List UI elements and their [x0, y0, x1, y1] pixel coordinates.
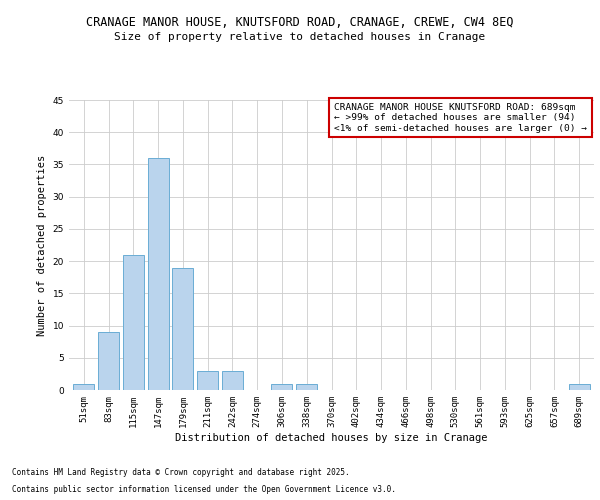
Bar: [222, 370, 243, 390]
Text: Contains HM Land Registry data © Crown copyright and database right 2025.: Contains HM Land Registry data © Crown c…: [12, 468, 350, 477]
Bar: [197, 370, 218, 390]
Bar: [123, 254, 144, 390]
Bar: [569, 384, 590, 390]
Text: CRANAGE MANOR HOUSE KNUTSFORD ROAD: 689sqm
← >99% of detached houses are smaller: CRANAGE MANOR HOUSE KNUTSFORD ROAD: 689s…: [334, 103, 587, 132]
X-axis label: Distribution of detached houses by size in Cranage: Distribution of detached houses by size …: [175, 432, 488, 442]
Bar: [73, 384, 94, 390]
Bar: [296, 384, 317, 390]
Bar: [98, 332, 119, 390]
Text: Contains public sector information licensed under the Open Government Licence v3: Contains public sector information licen…: [12, 486, 396, 494]
Bar: [271, 384, 292, 390]
Y-axis label: Number of detached properties: Number of detached properties: [37, 154, 47, 336]
Text: CRANAGE MANOR HOUSE, KNUTSFORD ROAD, CRANAGE, CREWE, CW4 8EQ: CRANAGE MANOR HOUSE, KNUTSFORD ROAD, CRA…: [86, 16, 514, 29]
Text: Size of property relative to detached houses in Cranage: Size of property relative to detached ho…: [115, 32, 485, 42]
Bar: [172, 268, 193, 390]
Bar: [148, 158, 169, 390]
